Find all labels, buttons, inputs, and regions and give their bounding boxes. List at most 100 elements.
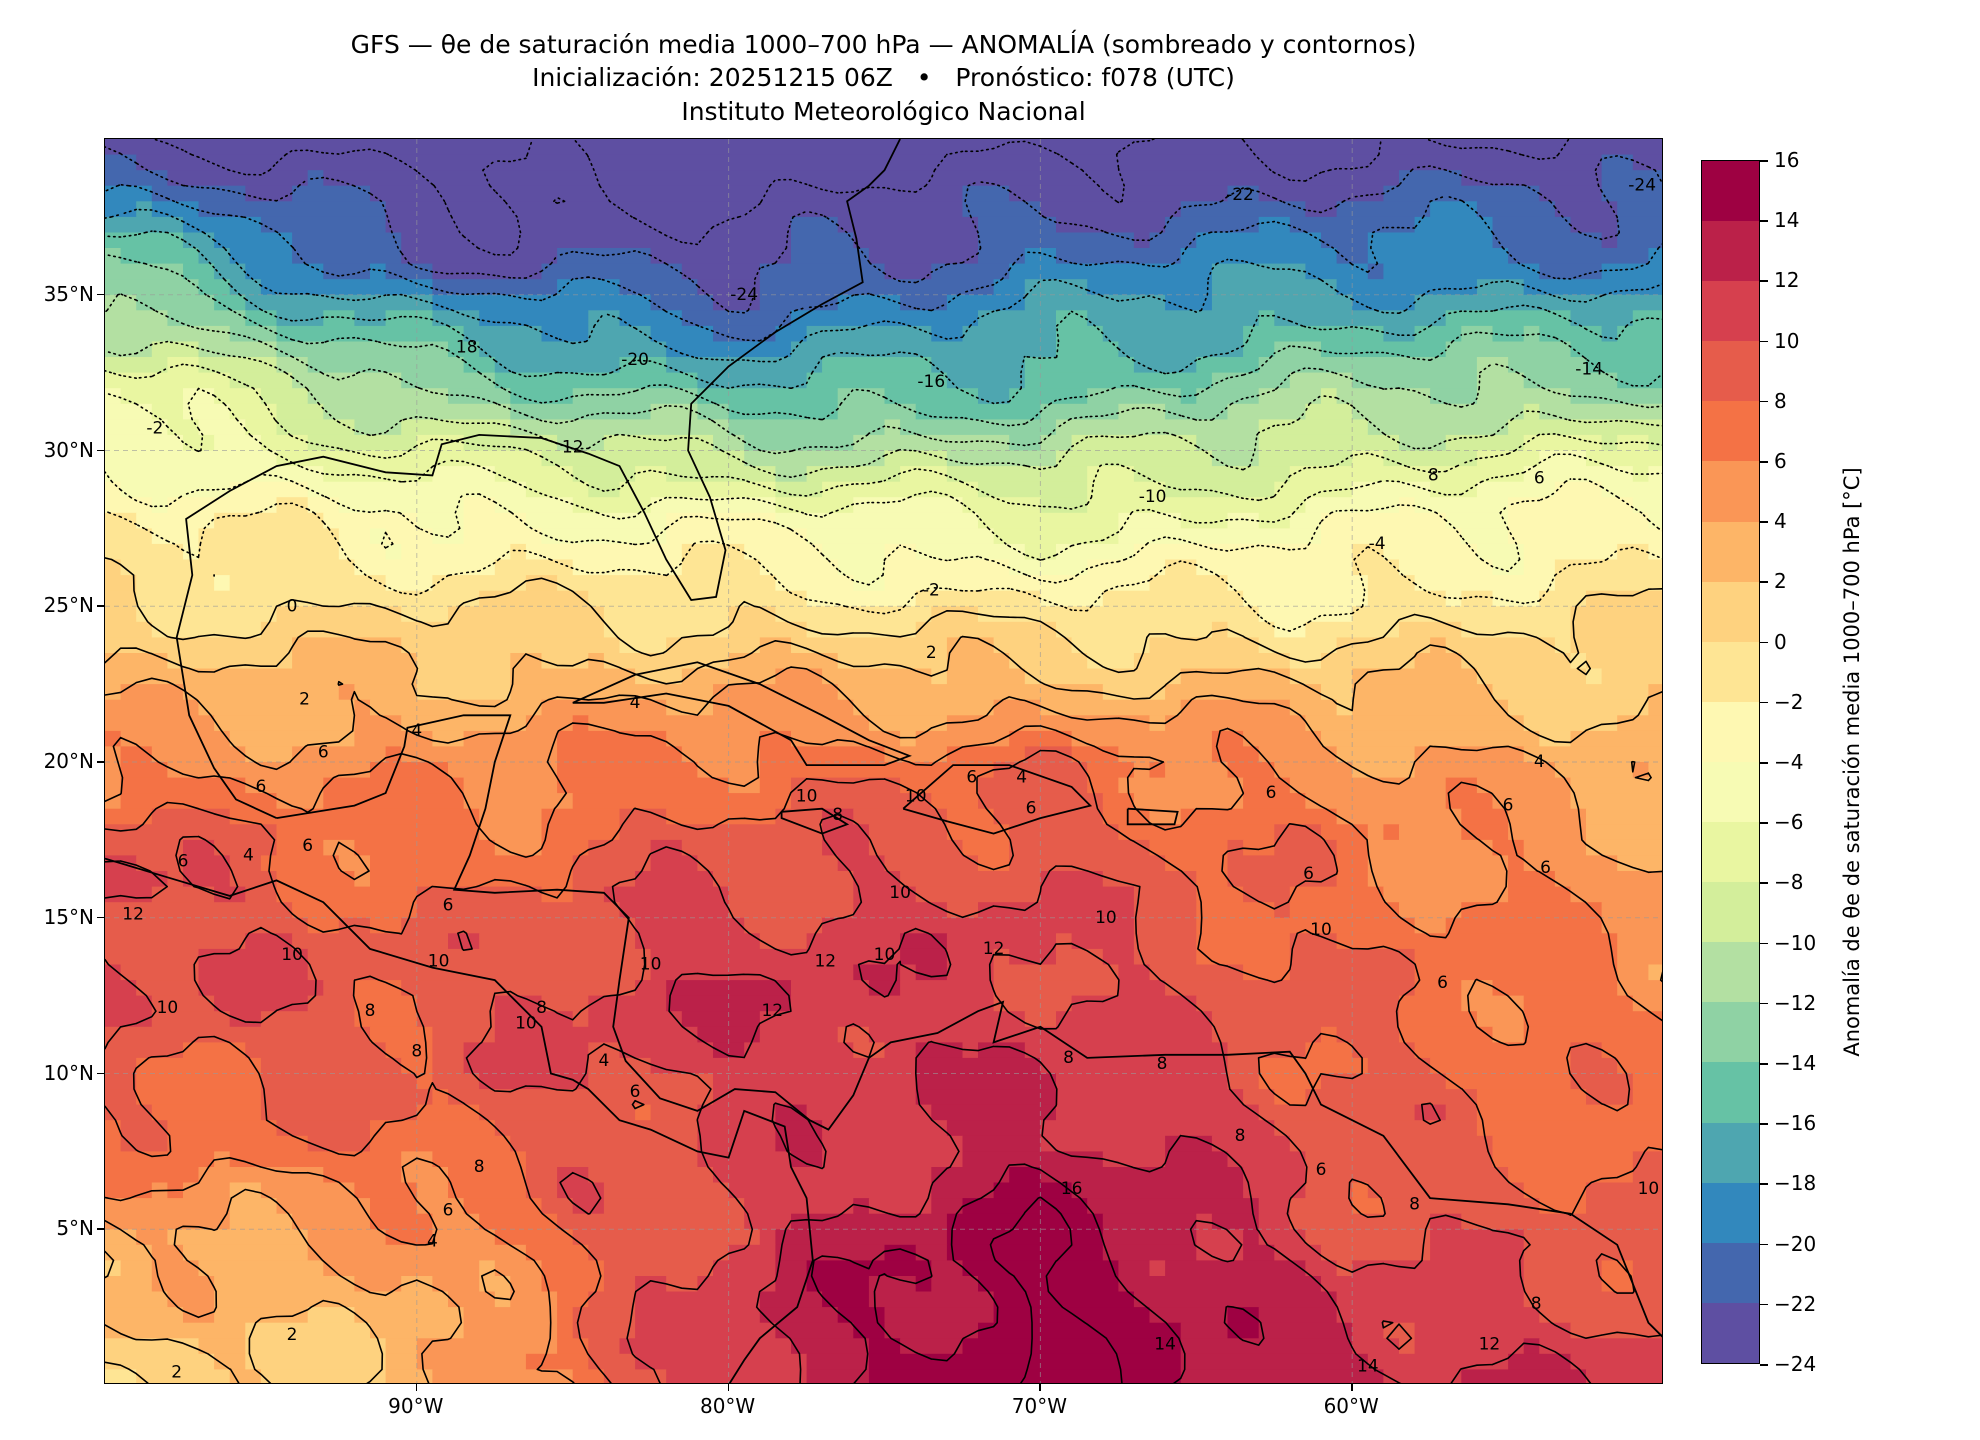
field-cell [946, 902, 979, 919]
contour-label: 6 [1026, 799, 1037, 819]
field-cell [151, 497, 168, 514]
field-cell [1586, 1369, 1662, 1383]
field-cell [884, 1322, 979, 1339]
field-cell [292, 232, 402, 249]
field-cell [868, 1338, 901, 1355]
field-cell [1539, 590, 1587, 607]
field-cell [1211, 1135, 1291, 1152]
contour-label: 8 [1428, 465, 1439, 485]
field-cell [479, 1260, 496, 1277]
field-cell [1149, 839, 1229, 857]
field-cell [853, 699, 995, 716]
field-cell [1258, 185, 1384, 202]
field-cell [151, 886, 215, 903]
field-cell [978, 1276, 1119, 1293]
field-cell [1476, 543, 1525, 561]
field-cell [1523, 1260, 1603, 1277]
field-cell [557, 730, 667, 748]
field-cell [1476, 279, 1525, 296]
field-cell [245, 1338, 387, 1355]
field-cell [1087, 497, 1307, 514]
field-cell [105, 497, 153, 514]
field-cell [167, 1135, 309, 1152]
field-cell [510, 388, 574, 405]
field-cell [619, 310, 683, 327]
field-cell [1352, 1338, 1400, 1355]
contour-label: 8 [1157, 1054, 1168, 1074]
contour-label: 6 [630, 1082, 641, 1102]
lat-tick-mark [97, 293, 104, 296]
field-cell [1523, 1182, 1587, 1199]
field-cell [1196, 917, 1416, 934]
field-cell [1617, 1057, 1662, 1075]
field-cell [1196, 902, 1275, 919]
contour-label: 4 [1534, 752, 1545, 772]
field-cell [120, 1135, 168, 1152]
field-cell [1243, 1167, 1307, 1184]
field-cell [1367, 1182, 1525, 1199]
field-cell [1336, 201, 1431, 218]
field-cell [307, 995, 356, 1012]
coastline [780, 807, 850, 835]
field-cell [1274, 341, 1322, 358]
field-cell [105, 699, 200, 716]
field-cell [1133, 653, 1291, 670]
field-cell [1056, 1073, 1229, 1090]
field-cell [1570, 621, 1662, 638]
field-cell [1461, 621, 1571, 638]
field-cell [370, 1198, 418, 1215]
field-cell [105, 1369, 137, 1383]
colorbar-tick-label: −24 [1774, 1352, 1817, 1376]
field-cell [1414, 1104, 1447, 1121]
field-cell [1586, 808, 1662, 825]
lon-tick-label: 60°W [1323, 1394, 1379, 1418]
field-cell [105, 1276, 153, 1293]
field-cell [1632, 1073, 1662, 1090]
field-cell [572, 388, 698, 405]
field-cell [105, 777, 122, 794]
field-cell [868, 1198, 932, 1215]
field-cell [1367, 824, 1384, 841]
field-cell [136, 1369, 231, 1383]
field-cell [1648, 699, 1662, 716]
field-cell [900, 980, 995, 997]
field-cell [401, 606, 449, 623]
field-cell [1024, 668, 1182, 685]
field-cell [151, 1104, 262, 1121]
field-cell [229, 1151, 402, 1168]
field-cell [260, 388, 309, 405]
field-cell [448, 1167, 527, 1184]
field-cell [619, 902, 730, 919]
field-cell [1445, 590, 1462, 607]
field-cell [354, 995, 418, 1012]
field-cell [1554, 201, 1618, 218]
field-cell [1258, 1198, 1291, 1215]
field-cell [1601, 481, 1662, 498]
field-cell [1570, 1353, 1662, 1370]
field-cell [1274, 762, 1353, 779]
contour-label: -16 [917, 372, 945, 392]
field-cell [276, 450, 543, 467]
field-cell [1243, 777, 1291, 794]
field-cell [416, 1353, 527, 1370]
field-cell [1040, 871, 1104, 888]
field-cell [1211, 1026, 1322, 1043]
field-cell [1539, 263, 1603, 280]
field-cell [603, 1182, 730, 1199]
field-cell [463, 512, 527, 529]
field-cell [151, 1244, 184, 1261]
field-cell [713, 699, 854, 716]
field-cell [323, 980, 356, 997]
field-cell [1523, 1244, 1662, 1261]
field-cell [1118, 512, 1182, 529]
field-cell [525, 543, 683, 561]
colorbar-segment [1702, 942, 1759, 1003]
field-cell [697, 1104, 776, 1121]
field-cell [1476, 1120, 1662, 1137]
field-cell [494, 497, 574, 514]
field-cell [1570, 886, 1662, 903]
field-cell [993, 279, 1026, 296]
field-cell [884, 450, 948, 467]
field-cell [151, 1276, 215, 1293]
